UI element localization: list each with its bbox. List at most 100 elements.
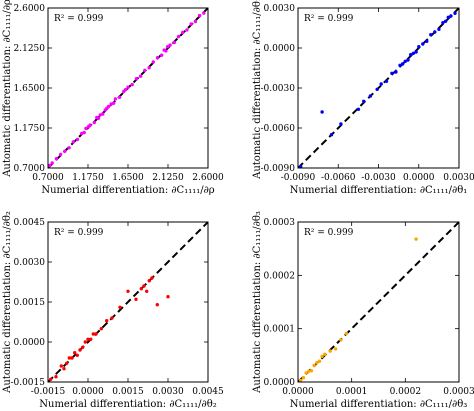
data-point [165, 45, 170, 49]
data-layer [298, 8, 459, 168]
data-point [91, 332, 96, 336]
y-tick-label: -0.0090 [260, 164, 295, 174]
data-point [320, 110, 324, 114]
data-point [446, 15, 450, 19]
data-point [202, 11, 206, 15]
x-axis-label: Numerial differentiation: ∂C₁₁₁₁/∂θ₁ [290, 185, 468, 196]
data-point [315, 361, 319, 365]
data-point [356, 107, 361, 112]
x-tick-label: 0.0003 [443, 387, 474, 397]
data-point [112, 101, 116, 105]
y-tick-label: 0.0015 [14, 298, 46, 308]
data-point [134, 297, 138, 301]
y-tick-label: 0.7000 [14, 164, 46, 174]
data-point [406, 58, 410, 62]
data-point [417, 45, 421, 49]
x-tick-label: 2.6000 [192, 173, 224, 183]
data-point [168, 43, 172, 47]
data-point [398, 63, 402, 67]
y-tick-label: -0.0060 [260, 124, 295, 134]
data-point [143, 68, 147, 73]
data-point [75, 353, 80, 357]
y-tick-label: 1.6500 [14, 84, 46, 94]
data-point [189, 22, 193, 26]
y-tick-label: 0.0030 [14, 258, 46, 268]
data-layer [48, 222, 208, 382]
data-point [160, 53, 164, 57]
y-axis-label: Automatic differentiation: ∂C₁₁₁₁/∂θ₃ [252, 211, 263, 394]
data-point [50, 161, 54, 165]
data-point [145, 289, 149, 293]
data-point [70, 356, 74, 360]
data-point [409, 53, 413, 57]
panel-theta3: 0.0000 0.0001 0.0002 0.0003 0.0000 0.0001 0.00… [252, 211, 474, 410]
panel-theta2: -0.0015 0.0000 0.0015 0.0030 0.0045 -0.0015 0.… [2, 211, 224, 410]
data-point [75, 137, 80, 142]
x-tick-label: 0.0000 [282, 387, 314, 397]
data-point [138, 74, 143, 78]
data-point [155, 303, 159, 307]
data-point [164, 49, 168, 53]
data-point [368, 94, 373, 98]
y-axis-label: Automatic differentiation: ∂C₁₁₁₁/∂θ₁ [252, 0, 263, 180]
data-point [147, 66, 151, 70]
data-point [309, 369, 314, 373]
y-tick-label: 0.0003 [264, 218, 296, 228]
x-tick-label: 0.0001 [336, 387, 368, 397]
x-tick-label: 1.6500 [112, 173, 144, 183]
data-point [317, 359, 322, 363]
x-tick-label: 0.0045 [192, 387, 224, 397]
x-axis-label: Numerial differentiation: ∂C₁₁₁₁/∂ρ [41, 185, 214, 196]
data-point [328, 349, 332, 353]
data-point [394, 70, 398, 74]
data-point [375, 87, 379, 92]
data-point [414, 237, 418, 241]
data-point [62, 367, 66, 371]
data-point [379, 82, 383, 86]
data-point [339, 122, 343, 126]
data-point [197, 13, 202, 18]
data-point [96, 116, 101, 121]
data-point [123, 88, 128, 92]
data-point [150, 276, 154, 280]
data-point [362, 99, 366, 104]
data-point [117, 95, 122, 100]
data-point [58, 152, 63, 157]
data-point [142, 284, 146, 288]
y-tick-label: 0.0001 [264, 325, 296, 335]
r-squared-annotation: R² = 0.999 [304, 228, 354, 238]
data-point [89, 337, 93, 341]
data-point [155, 56, 160, 60]
data-point [86, 337, 90, 341]
data-point [63, 149, 67, 153]
data-point [65, 361, 69, 365]
y-tick-label: 0.0030 [264, 4, 296, 14]
data-point [299, 165, 303, 168]
data-point [166, 295, 170, 299]
y-tick-label: -0.0030 [260, 84, 295, 94]
data-point [185, 28, 189, 32]
data-point [320, 354, 324, 359]
data-point [92, 120, 97, 125]
x-tick-label: 0.0000 [72, 387, 104, 397]
data-point [147, 279, 151, 283]
data-layer [298, 222, 459, 382]
reference-line [48, 222, 208, 382]
data-point [67, 356, 72, 360]
r-squared-annotation: R² = 0.999 [54, 228, 104, 238]
data-point [421, 42, 425, 46]
data-point [94, 332, 98, 336]
x-tick-label: 0.7000 [32, 173, 64, 183]
data-point [301, 376, 306, 380]
y-axis-label: Automatic differentiation: ∂C₁₁₁₁/∂θ₂ [2, 211, 13, 394]
data-point [323, 352, 327, 356]
data-point [344, 331, 348, 336]
data-point [134, 77, 139, 81]
data-point [130, 82, 134, 87]
data-point [99, 327, 104, 331]
data-point [110, 316, 114, 320]
data-point [307, 369, 311, 373]
data-point [414, 50, 418, 54]
y-tick-label: 0.0000 [264, 378, 296, 388]
data-layer [48, 8, 208, 168]
